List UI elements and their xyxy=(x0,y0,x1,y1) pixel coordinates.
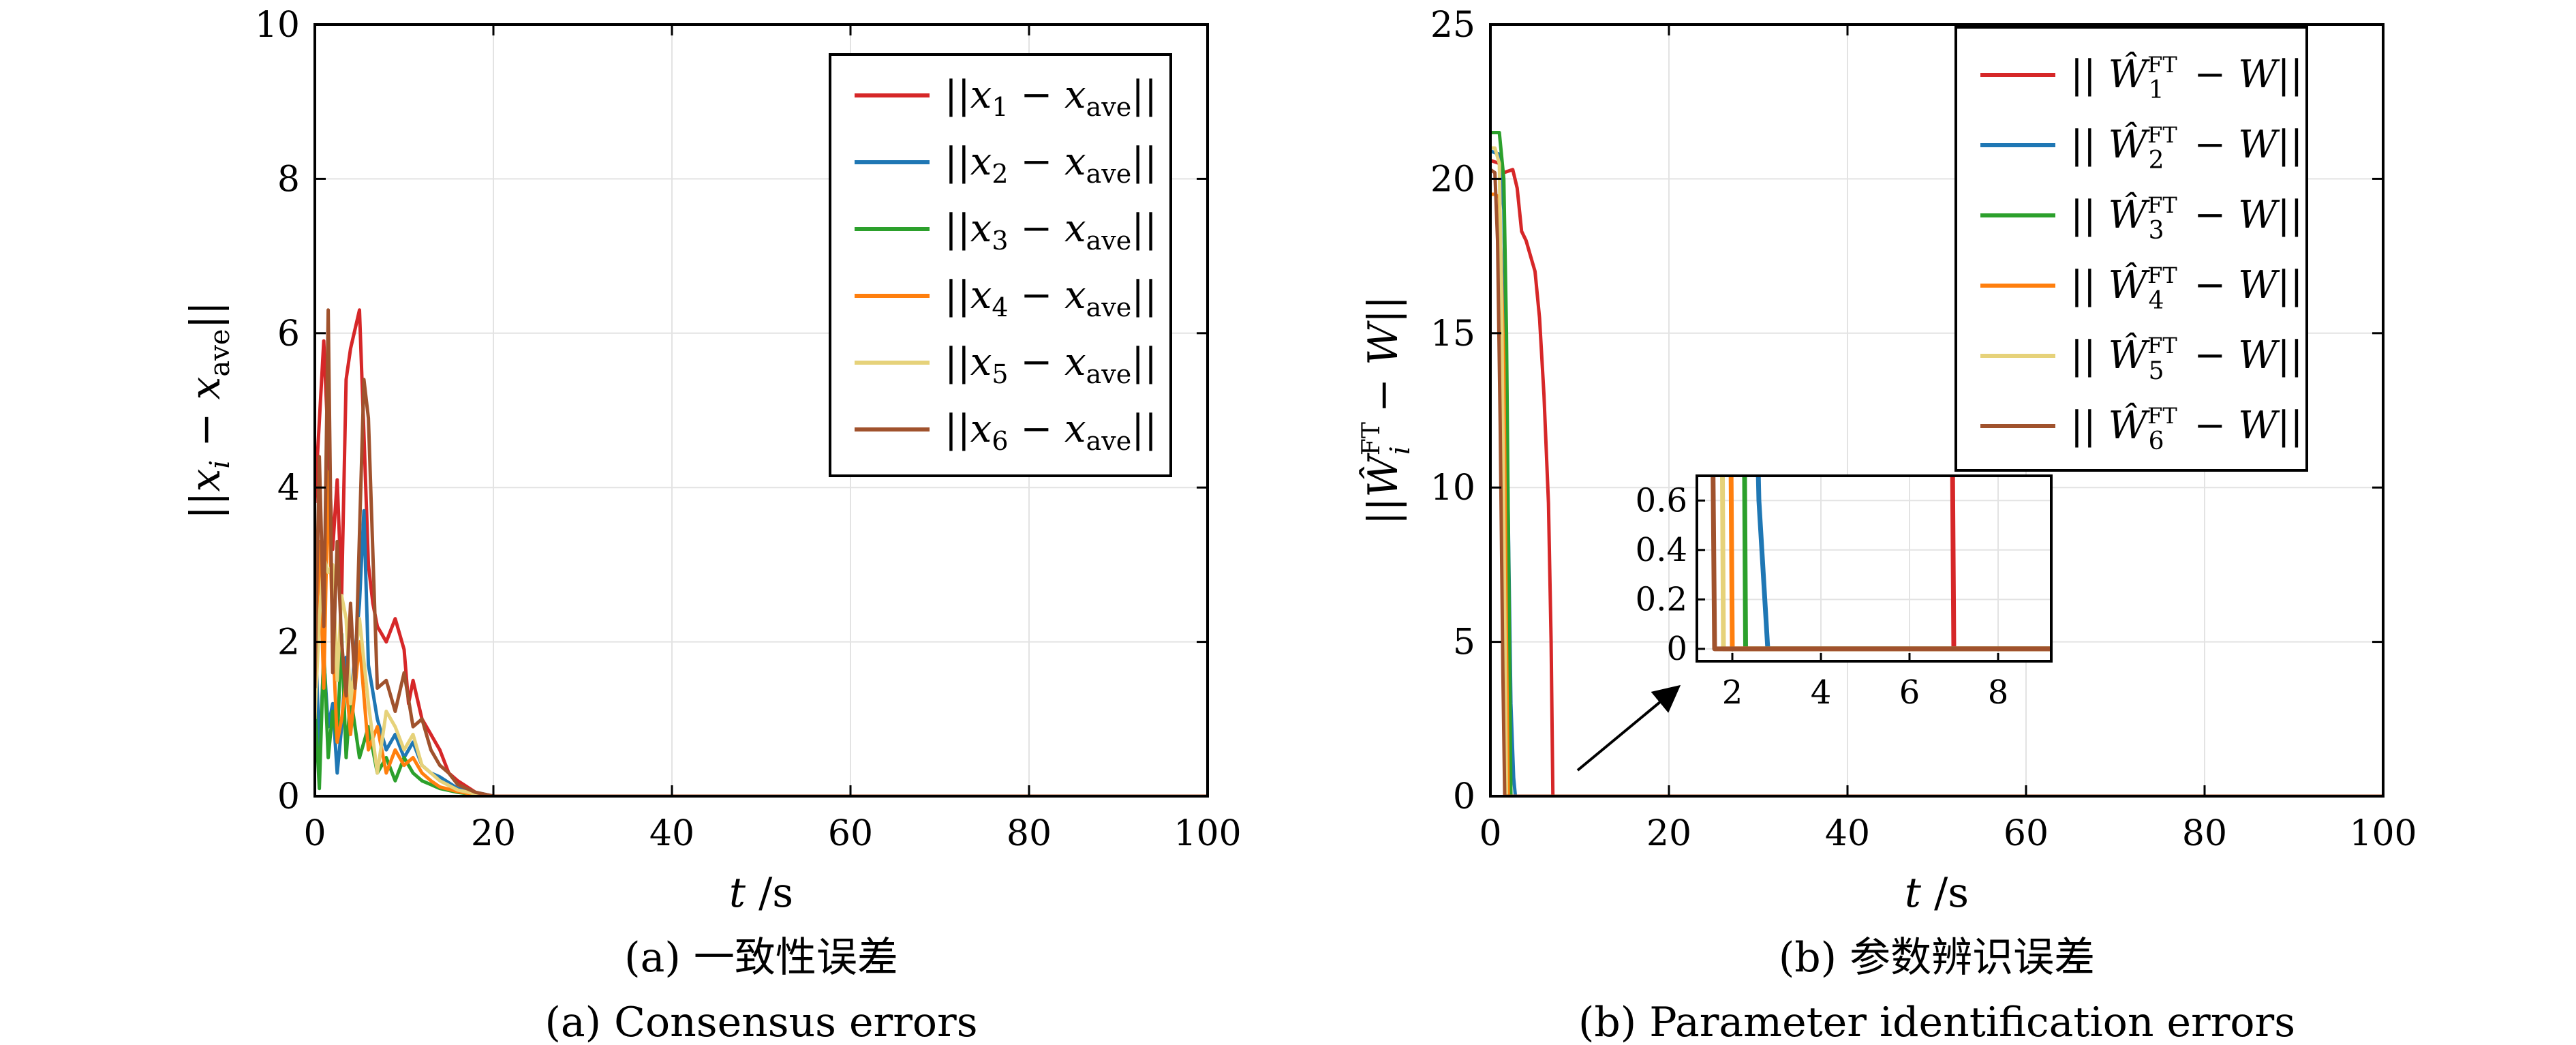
y-tick-label: 25 xyxy=(1430,5,1475,46)
panel-b-inset: 2 4 6 8 0 0.2 0.4 0.6 xyxy=(1636,474,2053,712)
inset-x-tick-label: 4 xyxy=(1811,673,1832,712)
panel-a-xlabel: t /s xyxy=(729,869,793,917)
panel-b-legend-box xyxy=(1954,26,2308,472)
legend-label-2: || ŴFT 2 − W|| xyxy=(2070,121,2303,175)
y-tick-label: 0 xyxy=(1453,776,1475,817)
inset-frame xyxy=(1696,474,2053,663)
x-tick-label: 60 xyxy=(828,813,873,854)
inset-x-tick-label: 2 xyxy=(1722,673,1743,712)
x-tick-label: 100 xyxy=(2349,813,2417,854)
x-tick-label: 40 xyxy=(649,813,694,854)
series-line-3 xyxy=(1490,131,2383,796)
x-tick-label: 60 xyxy=(2004,813,2049,854)
panel-b-xlabel: t /s xyxy=(1905,869,1969,917)
panel-a-lines xyxy=(315,308,1208,796)
inset-y-tick-label: 0.6 xyxy=(1636,481,1687,519)
y-tick-label: 5 xyxy=(1453,622,1475,663)
inset-x-tick-label: 6 xyxy=(1899,673,1920,712)
legend-label-4: || ŴFT 4 − W|| xyxy=(2070,262,2303,315)
legend-label-3: ||x3 − xave|| xyxy=(945,207,1157,256)
inset-series-line-6 xyxy=(1711,476,2051,652)
series-line-5 xyxy=(315,555,1208,796)
y-tick-label: 8 xyxy=(277,159,300,200)
inset-y-tick-label: 0 xyxy=(1666,630,1687,668)
panel-a-frame xyxy=(313,23,1209,798)
inset-pointer-arrow xyxy=(1576,684,1681,772)
y-tick-label: 0 xyxy=(277,776,300,817)
legend-label-5: || ŴFT 5 − W|| xyxy=(2070,332,2303,385)
inset-background xyxy=(1697,476,2051,661)
series-line-4 xyxy=(315,470,1208,796)
panel-a-legend-box xyxy=(829,53,1172,477)
panel-b-lines xyxy=(1490,131,2383,796)
panel-b-ylabel: ||ŴFTi − W|| xyxy=(1358,296,1416,525)
series-line-1 xyxy=(315,308,1208,796)
x-tick-label: 0 xyxy=(303,813,326,854)
series-line-6 xyxy=(315,308,1208,796)
inset-x-tick-label: 8 xyxy=(1988,673,2009,712)
series-line-6 xyxy=(1490,168,2383,796)
legend-label-3: || ŴFT 3 − W|| xyxy=(2070,192,2303,245)
y-tick-label: 15 xyxy=(1430,314,1475,354)
x-tick-label: 20 xyxy=(471,813,516,854)
legend-label-2: ||x2 − xave|| xyxy=(945,140,1157,189)
legend-label-1: || ŴFT 1 − W|| xyxy=(2070,51,2303,104)
series-line-2 xyxy=(315,509,1208,796)
y-tick-label: 2 xyxy=(277,622,300,663)
panel-b-frame xyxy=(1489,23,2385,798)
series-line-1 xyxy=(1490,158,2383,796)
panel-b-caption-cn: (b) 参数辨识误差 xyxy=(1779,934,2095,982)
x-tick-label: 40 xyxy=(1825,813,1870,854)
legend-label-5: ||x5 − xave|| xyxy=(945,340,1157,389)
y-tick-label: 10 xyxy=(1430,468,1475,509)
inset-lines xyxy=(1711,476,2051,652)
legend-label-1: ||x1 − xave|| xyxy=(945,73,1157,122)
y-tick-label: 10 xyxy=(255,5,300,46)
x-tick-label: 100 xyxy=(1174,813,1241,854)
panel-a-ylabel: ||xi − xave|| xyxy=(182,301,236,519)
inset-series-line-2 xyxy=(1755,476,2051,652)
x-tick-label: 0 xyxy=(1479,813,1501,854)
x-tick-label: 80 xyxy=(1007,813,1052,854)
series-line-5 xyxy=(1490,146,2383,796)
panel-b-caption-en: (b) Parameter identification errors xyxy=(1578,999,2295,1045)
y-tick-label: 4 xyxy=(277,468,300,509)
legend-label-6: || ŴFT 6 − W|| xyxy=(2070,402,2303,455)
panel-a-ticks: 0 20 40 60 80 100 0 2 4 6 8 10 xyxy=(255,5,1242,854)
panel-b-legend: || ŴFT 1 − W|| || ŴFT 2 − W|| || ŴFT 3 − W|| |… xyxy=(1954,26,2308,472)
x-tick-label: 20 xyxy=(1646,813,1691,854)
inset-ticks: 2 4 6 8 0 0.2 0.4 0.6 xyxy=(1636,481,2009,712)
y-tick-label: 6 xyxy=(277,314,300,354)
inset-y-tick-label: 0.4 xyxy=(1636,531,1687,569)
panel-a-legend: ||x1 − xave|| ||x2 − xave|| ||x3 − xave|| |… xyxy=(829,53,1172,477)
inset-y-tick-label: 0.2 xyxy=(1636,580,1687,618)
y-tick-label: 20 xyxy=(1430,159,1475,200)
panel-a-caption-en: (a) Consensus errors xyxy=(545,999,977,1045)
x-tick-label: 80 xyxy=(2182,813,2227,854)
legend-label-4: ||x4 − xave|| xyxy=(945,273,1157,322)
panel-a: 0 20 40 60 80 100 0 2 4 6 8 10 ||x1 − xave|| ||x2 − … xyxy=(182,5,1242,1045)
panel-a-caption-cn: (a) 一致性误差 xyxy=(624,934,898,982)
legend-label-6: ||x6 − xave|| xyxy=(945,407,1157,456)
